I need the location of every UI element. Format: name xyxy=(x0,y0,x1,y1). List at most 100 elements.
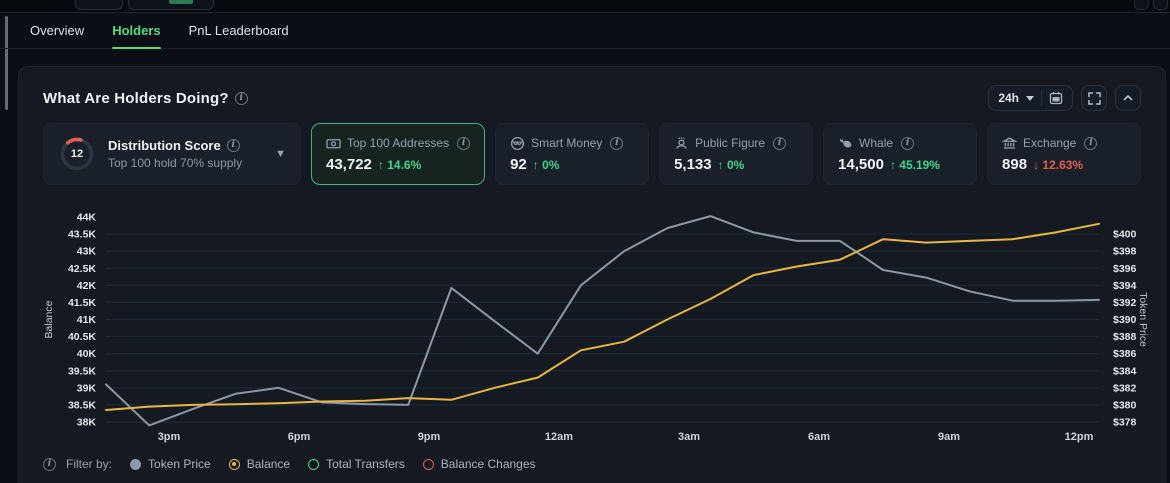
distribution-gauge: 12 xyxy=(58,135,96,173)
svg-text:42.5K: 42.5K xyxy=(68,263,96,275)
caret-down-icon xyxy=(1026,95,1034,101)
svg-text:42K: 42K xyxy=(77,280,97,292)
svg-text:9am: 9am xyxy=(938,431,960,443)
svg-text:6am: 6am xyxy=(808,431,830,443)
svg-text:43.5K: 43.5K xyxy=(68,229,96,241)
section-tabs: Overview Holders PnL Leaderboard xyxy=(0,13,1170,49)
holders-chart[interactable]: 44K 43.5K 43K 42.5K 42K 41.5K 41K 40.5K 40K 39.5K… xyxy=(43,197,1149,449)
distribution-score-card[interactable]: 12 Distribution Score i Top 100 hold 70%… xyxy=(43,123,301,185)
token-price-marker-icon xyxy=(130,458,142,470)
filter-total-transfers[interactable]: Total Transfers xyxy=(308,457,405,471)
whale-icon xyxy=(838,136,853,151)
stat-value: 898 xyxy=(1002,155,1028,173)
balance-marker-icon xyxy=(228,458,240,470)
stat-info-icon[interactable]: i xyxy=(457,136,471,150)
collapse-button[interactable] xyxy=(1115,85,1141,111)
svg-text:44K: 44K xyxy=(77,212,97,224)
chevron-down-icon[interactable]: ▼ xyxy=(275,148,286,160)
timeframe-value: 24h xyxy=(998,91,1019,105)
stat-value: 92 xyxy=(510,155,527,173)
tab-holders[interactable]: Holders xyxy=(112,13,162,49)
svg-text:38.5K: 38.5K xyxy=(68,399,96,411)
distribution-score-title: Distribution Score xyxy=(108,138,221,153)
stat-card-top-100-addresses[interactable]: Top 100 Addresses i 43,722 ↑ 14.6% xyxy=(311,123,486,185)
stat-delta: 0% xyxy=(542,157,560,172)
distribution-subtitle: Top 100 hold 70% supply xyxy=(108,156,243,170)
filter-token-price[interactable]: Token Price xyxy=(130,457,211,471)
holder-stat-cards: 12 Distribution Score i Top 100 hold 70%… xyxy=(43,123,1142,185)
balance-changes-marker-icon xyxy=(422,458,434,470)
stat-card-public-figure[interactable]: Public Figure i 5,133 ↑ 0% xyxy=(659,123,814,185)
up-arrow-icon: ↑ xyxy=(717,157,724,172)
cutoff-button-right-2[interactable] xyxy=(1153,0,1168,10)
stat-label: Whale xyxy=(859,136,894,150)
filter-balance[interactable]: Balance xyxy=(228,457,290,471)
smart-money-icon xyxy=(510,136,525,151)
svg-text:40K: 40K xyxy=(77,348,97,360)
svg-text:3am: 3am xyxy=(678,431,700,443)
filter-info-icon[interactable]: i xyxy=(43,457,56,471)
stat-info-icon[interactable]: i xyxy=(1084,136,1098,150)
banknote-icon xyxy=(326,136,341,151)
fullscreen-button[interactable] xyxy=(1081,85,1107,111)
cutoff-button-right-1[interactable] xyxy=(1134,0,1149,10)
svg-text:$384: $384 xyxy=(1113,365,1137,377)
svg-text:$400: $400 xyxy=(1113,229,1137,241)
tab-overview[interactable]: Overview xyxy=(30,23,85,38)
svg-text:38K: 38K xyxy=(77,417,97,429)
stat-card-whale[interactable]: Whale i 14,500 ↑ 45.19% xyxy=(823,123,978,185)
stat-delta: 45.19% xyxy=(899,157,940,172)
stat-delta: 0% xyxy=(726,157,745,172)
svg-text:$392: $392 xyxy=(1113,297,1137,309)
stat-delta: 14.6% xyxy=(387,157,422,172)
distribution-score-value: 12 xyxy=(70,148,84,160)
svg-text:$396: $396 xyxy=(1113,263,1137,275)
filter-by-label: Filter by: xyxy=(66,457,113,471)
svg-text:3pm: 3pm xyxy=(158,431,181,443)
stat-delta: 12.63% xyxy=(1042,157,1084,172)
svg-text:$388: $388 xyxy=(1113,331,1137,343)
stat-info-icon[interactable]: i xyxy=(901,136,915,150)
svg-text:39.5K: 39.5K xyxy=(68,365,96,377)
fullscreen-icon xyxy=(1087,91,1101,105)
down-arrow-icon: ↓ xyxy=(1033,157,1040,172)
stat-info-icon[interactable]: i xyxy=(773,136,787,150)
svg-text:$380: $380 xyxy=(1113,399,1137,411)
svg-text:39K: 39K xyxy=(77,382,97,394)
total-transfers-marker-icon xyxy=(308,458,320,470)
top-toolbar-strip xyxy=(0,0,1170,13)
svg-text:Balance: Balance xyxy=(43,300,55,338)
panel-title: What Are Holders Doing? xyxy=(43,89,229,107)
filter-balance-changes[interactable]: Balance Changes xyxy=(422,457,536,471)
svg-text:$394: $394 xyxy=(1113,280,1137,292)
svg-text:Token Price: Token Price xyxy=(1137,292,1149,347)
svg-text:40.5K: 40.5K xyxy=(68,331,96,343)
svg-text:$386: $386 xyxy=(1113,348,1137,360)
stat-value: 43,722 xyxy=(326,155,372,173)
scrollbar-thumb[interactable] xyxy=(5,16,8,110)
cutoff-toggle-group[interactable] xyxy=(128,0,214,10)
stat-value: 14,500 xyxy=(838,155,884,173)
stat-info-icon[interactable]: i xyxy=(610,136,624,150)
up-arrow-icon: ↑ xyxy=(377,157,384,172)
svg-text:41K: 41K xyxy=(77,314,97,326)
panel-header: What Are Holders Doing? i 24h xyxy=(43,83,1141,113)
stat-value: 5,133 xyxy=(674,155,712,173)
chart-filter-legend: i Filter by: Token Price Balance Total T… xyxy=(43,455,1141,473)
cutoff-control-1[interactable] xyxy=(75,0,123,10)
svg-text:12am: 12am xyxy=(545,431,573,443)
stat-card-smart-money[interactable]: Smart Money i 92 ↑ 0% xyxy=(495,123,650,185)
tab-pnl-leaderboard[interactable]: PnL Leaderboard xyxy=(188,23,289,38)
cutoff-active-segment xyxy=(169,0,193,4)
timeframe-picker[interactable]: 24h xyxy=(988,85,1073,111)
distribution-info-icon[interactable]: i xyxy=(226,139,240,152)
svg-text:12pm: 12pm xyxy=(1065,431,1094,443)
svg-text:41.5K: 41.5K xyxy=(68,297,96,309)
up-arrow-icon: ↑ xyxy=(532,157,539,172)
public-figure-icon xyxy=(674,136,689,151)
svg-text:43K: 43K xyxy=(77,246,97,258)
exchange-icon xyxy=(1002,136,1018,151)
panel-info-icon[interactable]: i xyxy=(234,91,248,105)
calendar-icon[interactable] xyxy=(1049,91,1063,105)
stat-card-exchange[interactable]: Exchange i 898 ↓ 12.63% xyxy=(987,123,1142,185)
